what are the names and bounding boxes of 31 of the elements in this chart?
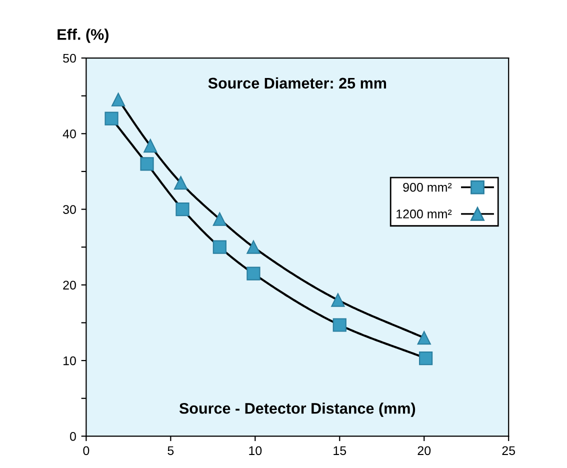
text: Source Diameter: 25 mm bbox=[208, 77, 386, 89]
point bbox=[246, 240, 260, 254]
y-tick-label: 50 bbox=[63, 54, 76, 63]
point bbox=[176, 202, 190, 216]
point bbox=[174, 176, 188, 190]
y-tick-label: 30 bbox=[63, 205, 76, 214]
point bbox=[212, 212, 226, 226]
y-tick-label: 10 bbox=[64, 356, 76, 366]
point bbox=[104, 112, 118, 126]
x-tick-label: 25 bbox=[502, 446, 516, 456]
point bbox=[332, 318, 346, 332]
x-tick-label: 0 bbox=[83, 446, 90, 456]
point bbox=[417, 331, 431, 345]
point bbox=[246, 266, 260, 280]
point bbox=[419, 351, 433, 366]
point bbox=[111, 92, 126, 106]
point bbox=[212, 240, 226, 254]
point bbox=[140, 157, 154, 171]
point bbox=[331, 293, 345, 307]
y-axis-title: Eff. (%) bbox=[58, 28, 108, 43]
legend-label: 900 mm² bbox=[403, 182, 452, 192]
legend-label: 1200 mm² bbox=[396, 210, 452, 218]
x-tick-label: 15 bbox=[334, 446, 346, 456]
x-tick-label: 5 bbox=[168, 446, 174, 456]
y-tick-label: 20 bbox=[63, 280, 76, 290]
x-tick-label: 10 bbox=[249, 446, 262, 456]
x-axis-title: Source - Detector Distance (mm) bbox=[179, 402, 416, 417]
point bbox=[144, 138, 158, 153]
y-tick-label: 40 bbox=[62, 129, 76, 138]
x-tick-label: 20 bbox=[418, 446, 431, 456]
y-tick-label: 0 bbox=[70, 432, 76, 441]
